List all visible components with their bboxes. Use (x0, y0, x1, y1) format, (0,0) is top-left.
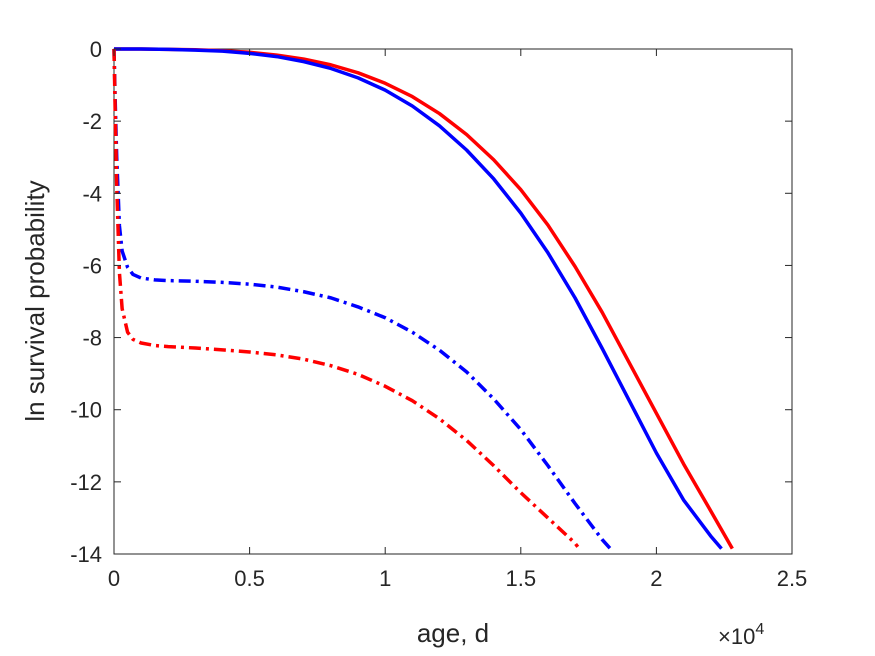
y-axis: 0 -2 -4 -6 -8 -10 -12 -14 (70, 37, 792, 567)
y-axis-label: ln survival probability (20, 180, 50, 421)
x-exponent-power: 4 (755, 621, 764, 638)
y-tick-label: -14 (70, 542, 102, 567)
series-layer (112, 47, 734, 550)
x-exponent-base: ×10 (718, 624, 755, 649)
y-tick-label: -12 (70, 470, 102, 495)
y-tick-label: -4 (82, 181, 102, 206)
x-tick-label: 0.5 (234, 566, 265, 591)
y-tick-label: -10 (70, 398, 102, 423)
y-tick-label: 0 (90, 37, 102, 62)
x-tick-label: 2 (650, 566, 662, 591)
plot-frame (113, 48, 793, 555)
y-tick-label: -2 (82, 109, 102, 134)
y-tick-label: -6 (82, 253, 102, 278)
x-tick-label: 1 (379, 566, 391, 591)
series-line-2 (114, 47, 723, 550)
plot-area (113, 48, 793, 555)
y-tick-label: -8 (82, 326, 102, 351)
x-tick-label: 2.5 (777, 566, 808, 591)
x-exponent-label: ×104 (718, 621, 764, 649)
x-axis-label: age, d (417, 618, 489, 648)
x-tick-label: 1.5 (506, 566, 537, 591)
x-axis: 0 0.5 1 1.5 2 2.5 (108, 49, 807, 591)
x-tick-label: 0 (108, 566, 120, 591)
series-line-3 (112, 48, 612, 550)
series-line-4 (112, 48, 580, 548)
